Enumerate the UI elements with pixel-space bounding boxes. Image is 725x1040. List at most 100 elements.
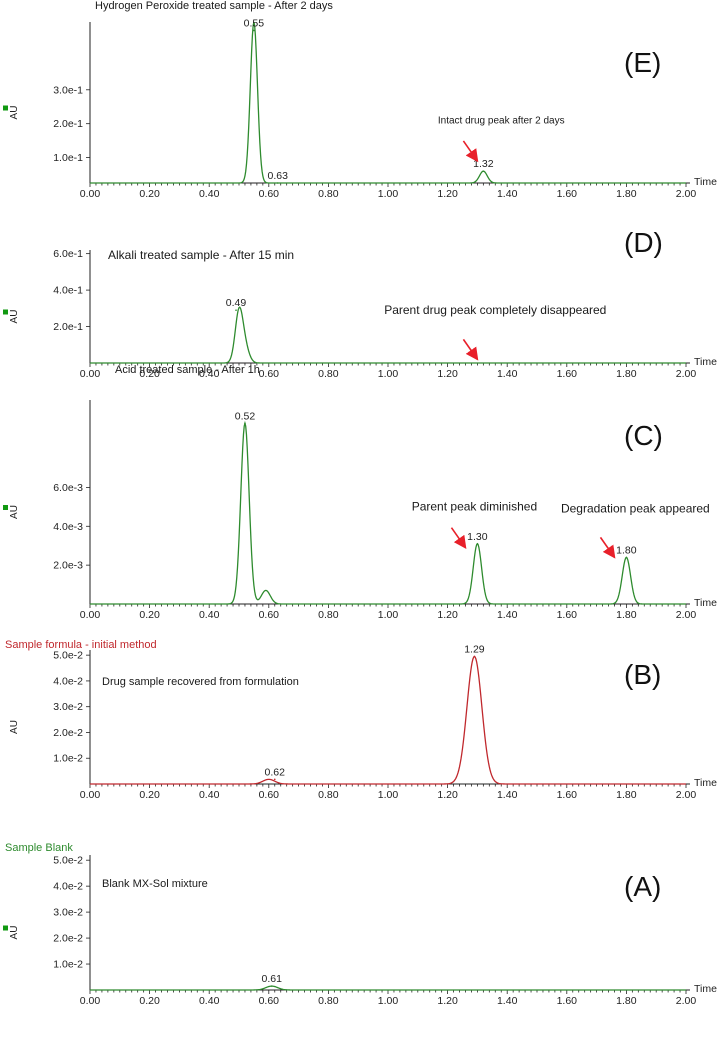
panel-letter: (C) [624, 420, 663, 451]
panel-title: Sample formula - initial method [5, 639, 157, 651]
x-tick-label: 0.20 [139, 368, 160, 380]
y-tick-label: 2.0e-1 [53, 321, 83, 333]
x-tick-label: 1.20 [437, 609, 458, 621]
chromatogram-trace [90, 655, 686, 785]
annotation-arrow [462, 338, 479, 361]
x-tick-label: 1.60 [557, 188, 578, 200]
x-tick-label: 1.00 [378, 368, 399, 380]
x-tick-label: 0.00 [80, 789, 101, 801]
x-tick-label: 0.00 [80, 609, 101, 621]
peak-point [244, 422, 246, 425]
x-tick-label: 1.40 [497, 609, 518, 621]
peak-label: 0.62 [265, 766, 286, 778]
y-tick-label: 5.0e-2 [53, 855, 83, 867]
peak-label: 1.29 [464, 643, 485, 655]
y-tick-label: 5.0e-2 [53, 650, 83, 662]
x-tick-label: 0.60 [259, 188, 280, 200]
panel-title: Sample Blank [5, 842, 73, 854]
y-tick-label: 1.0e-1 [53, 152, 83, 164]
x-tick-label: 0.80 [318, 789, 339, 801]
x-tick-label: 1.00 [378, 188, 399, 200]
y-tick-label: 2.0e-2 [53, 933, 83, 945]
x-tick-label: 1.00 [378, 609, 399, 621]
y-axis-label: AU [9, 926, 20, 940]
chart-panel-c: Acid treated sample - After 1h (C) 0.00 0.2… [3, 364, 717, 621]
legend-marker [3, 105, 8, 111]
y-tick-label: 1.0e-2 [53, 753, 83, 765]
x-tick-label: 0.00 [80, 368, 101, 380]
x-tick-label: 0.20 [139, 789, 160, 801]
x-tick-label: 2.00 [676, 995, 697, 1007]
y-tick-label: 2.0e-1 [53, 118, 83, 130]
chromatogram-trace [90, 21, 686, 184]
legend-marker [3, 505, 8, 510]
peak-point [273, 778, 276, 781]
panel-letter: (E) [624, 47, 661, 78]
x-tick-label: 0.80 [318, 368, 339, 380]
y-tick-label: 4.0e-2 [53, 881, 83, 893]
peak-point [476, 542, 479, 545]
peak-point [625, 556, 628, 559]
x-tick-label: 1.40 [497, 368, 518, 380]
annotation-text: Intact drug peak after 2 days [438, 116, 565, 127]
y-tick-label: 2.0e-2 [53, 727, 83, 739]
peak-label: 1.30 [467, 531, 488, 543]
annotation-arrow [450, 527, 467, 549]
chart-panel-e: Hydrogen Peroxide treated sample - After… [3, 0, 717, 200]
peak-point [482, 170, 485, 172]
y-axis-label: AU [9, 505, 20, 519]
x-tick-label: 0.60 [259, 995, 280, 1007]
x-tick-label: 2.00 [676, 368, 697, 380]
x-tick-label: 0.20 [139, 609, 160, 621]
x-tick-label: 1.20 [437, 368, 458, 380]
y-tick-label: 4.0e-2 [53, 675, 83, 687]
y-tick-label: 3.0e-2 [53, 907, 83, 919]
peak-point [253, 29, 255, 32]
y-tick-label: 4.0e-1 [53, 285, 83, 297]
x-axis-label: Time [694, 176, 717, 188]
x-tick-label: 0.40 [199, 188, 220, 200]
x-tick-label: 1.20 [437, 188, 458, 200]
x-tick-label: 0.60 [259, 789, 280, 801]
y-tick-label: 6.0e-3 [53, 482, 83, 494]
peak-label: 0.49 [226, 297, 247, 309]
panel-subtitle: Drug sample recovered from formulation [102, 676, 299, 688]
peak-label: 0.55 [244, 17, 265, 29]
x-tick-label: 0.40 [199, 609, 220, 621]
chart-panel-a: Sample Blank Blank MX-Sol mixture (A) 0.00 0… [3, 842, 717, 1007]
x-tick-label: 1.60 [557, 609, 578, 621]
x-axis-label: Time [694, 356, 717, 368]
x-tick-label: 1.60 [557, 789, 578, 801]
annotation-text: Parent peak diminished [412, 500, 537, 514]
annotation-arrow [599, 536, 616, 559]
legend-marker [3, 309, 8, 315]
x-tick-label: 1.40 [497, 789, 518, 801]
x-tick-label: 1.80 [616, 368, 637, 380]
chromatogram-trace [90, 306, 686, 364]
chart-panel-d: Alkali treated sample - After 15 min (D) 0… [3, 227, 717, 380]
x-tick-label: 2.00 [676, 609, 697, 621]
y-axis-label: AU [9, 720, 20, 734]
x-tick-label: 1.80 [616, 609, 637, 621]
x-tick-label: 0.20 [139, 995, 160, 1007]
x-tick-label: 0.40 [199, 789, 220, 801]
x-tick-label: 1.20 [437, 789, 458, 801]
y-tick-label: 3.0e-1 [53, 84, 83, 96]
x-tick-label: 0.60 [259, 368, 280, 380]
legend-marker [3, 925, 8, 931]
x-tick-label: 1.60 [557, 368, 578, 380]
annotation-text: Parent drug peak completely disappeared [384, 303, 606, 317]
y-tick-label: 3.0e-2 [53, 701, 83, 713]
x-tick-label: 2.00 [676, 188, 697, 200]
peak-point [276, 182, 279, 184]
y-tick-label: 2.0e-3 [53, 560, 83, 572]
x-tick-label: 1.80 [616, 789, 637, 801]
chromatogram-trace [90, 420, 686, 605]
peak-label: 1.80 [616, 544, 637, 556]
chromatogram-trace [90, 985, 686, 991]
x-tick-label: 0.20 [139, 188, 160, 200]
peak-label: 0.61 [262, 973, 283, 985]
annotation-text: Degradation peak appeared [561, 502, 710, 516]
x-tick-label: 0.80 [318, 609, 339, 621]
x-tick-label: 0.40 [199, 995, 220, 1007]
